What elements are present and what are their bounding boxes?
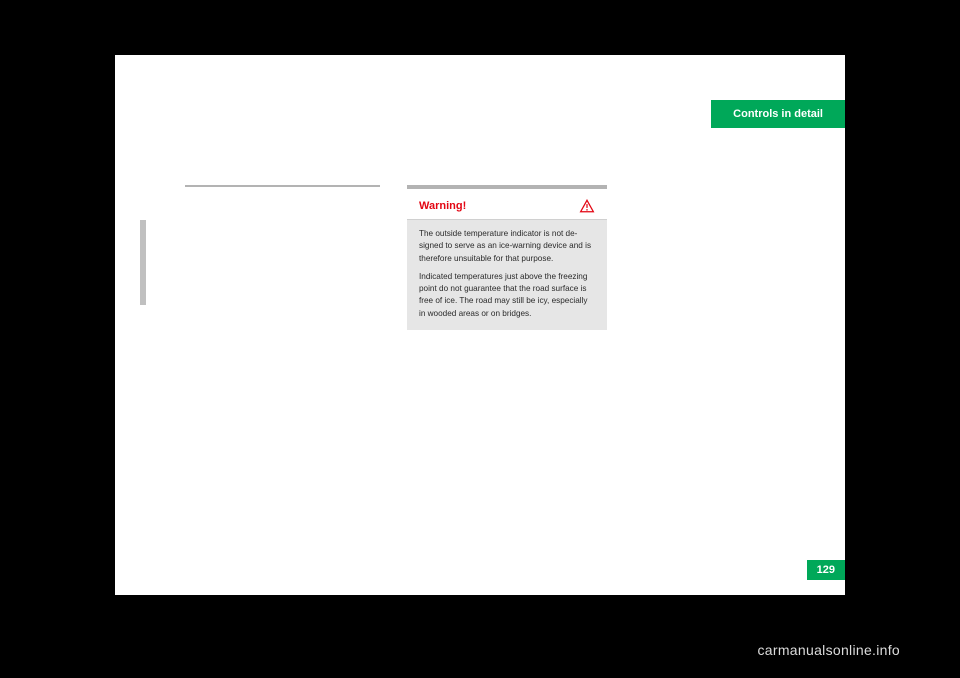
warning-paragraph: Indicated temperatures just above the fr… — [419, 271, 595, 320]
warning-title: Warning! — [419, 200, 466, 212]
column-top-rule — [185, 185, 380, 187]
warning-body: The outside temperature indicator is not… — [407, 220, 607, 330]
warning-triangle-icon — [579, 199, 595, 213]
page-number-badge: 129 — [807, 560, 845, 580]
warning-paragraph: The outside temperature indicator is not… — [419, 228, 595, 265]
column-side-rule — [140, 220, 146, 305]
manual-page: Controls in detail Warning! The outside … — [115, 55, 845, 595]
warning-box: Warning! The outside temperature indicat… — [407, 185, 607, 330]
watermark-text: carmanualsonline.info — [758, 642, 901, 658]
section-title: Controls in detail — [733, 108, 823, 120]
warning-header: Warning! — [407, 189, 607, 220]
page-number: 129 — [817, 564, 835, 576]
section-header-tab: Controls in detail — [711, 100, 845, 128]
